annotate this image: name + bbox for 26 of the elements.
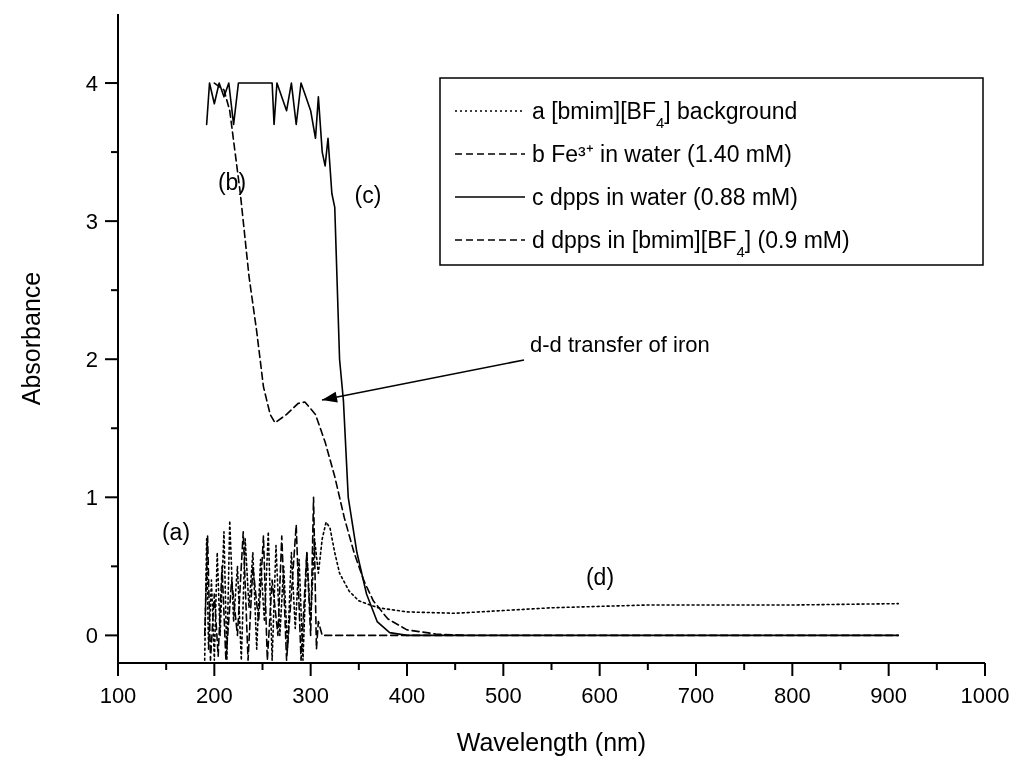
annotation: (a) xyxy=(161,519,191,545)
legend-label: c dpps in water (0.88 mM) xyxy=(532,184,798,210)
y-tick-label: 2 xyxy=(85,347,98,373)
x-tick-label: 300 xyxy=(292,683,330,708)
legend-label: b Fe³⁺ in water (1.40 mM) xyxy=(532,141,792,167)
annotation: (b) xyxy=(217,169,247,195)
annotation: (c) xyxy=(354,182,382,208)
x-axis-title: Wavelength (nm) xyxy=(456,728,647,756)
annotation: d-d transfer of iron xyxy=(530,332,710,357)
x-tick-label: 700 xyxy=(677,683,715,708)
x-tick-label: 200 xyxy=(195,683,233,708)
x-tick-label: 800 xyxy=(773,683,811,708)
annotation: (d) xyxy=(585,564,615,590)
x-tick-label: 100 xyxy=(99,683,137,708)
x-tick-label: 400 xyxy=(388,683,426,708)
y-axis-title: Absorbance xyxy=(17,271,45,406)
x-tick-label: 600 xyxy=(581,683,619,708)
x-tick-label: 900 xyxy=(870,683,908,708)
y-tick-label: 3 xyxy=(85,209,98,235)
legend-label: a [bmim][BF$_{4}$] background xyxy=(532,98,798,131)
y-tick-label: 0 xyxy=(85,623,98,649)
x-tick-label: 500 xyxy=(484,683,522,708)
x-tick-label: 1000 xyxy=(960,683,1010,708)
y-tick-label: 4 xyxy=(85,71,98,97)
y-tick-label: 1 xyxy=(85,485,98,511)
legend-label: d dpps in [bmim][BF$_{4}$] (0.9 mM) xyxy=(532,227,850,260)
